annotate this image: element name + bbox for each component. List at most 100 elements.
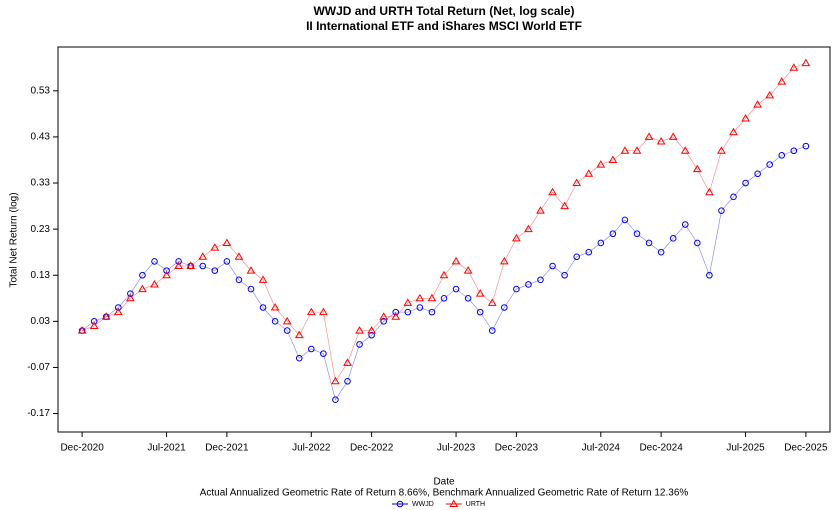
point [802,142,810,150]
point [175,258,182,265]
point [355,326,364,334]
point [331,376,340,385]
point [344,377,351,385]
point [77,326,87,334]
point [356,341,363,348]
point [632,146,642,154]
point [596,160,606,168]
note: Actual Annualized Geometric Rate of Retu… [200,488,689,499]
point [644,132,654,140]
point [501,304,508,311]
point [777,77,787,85]
point [211,267,219,274]
point [657,248,665,256]
point [306,307,316,316]
point [766,161,773,168]
point [548,187,557,196]
x-tick-label: Dec-2020 [60,443,104,454]
point [199,262,207,270]
point [717,146,726,154]
x-tick-label: Jul-2022 [292,443,331,454]
y-tick-label: 0.33 [31,178,51,189]
x-tick-label: Jul-2025 [726,443,765,454]
point [403,298,413,306]
point [753,100,762,108]
point [705,187,714,196]
point [488,327,496,334]
point [742,179,749,187]
point [668,132,678,140]
point [367,326,376,334]
point [452,285,460,293]
point [549,262,556,270]
point [258,275,268,283]
point [609,230,617,238]
point [706,271,713,279]
point [741,113,750,122]
point [223,258,231,265]
point [765,90,775,99]
point [584,169,594,177]
point [439,270,449,279]
point [499,256,509,265]
legend-label: URTH [466,501,485,508]
point [247,285,255,293]
point [235,276,243,284]
point [718,207,725,214]
plot-frame [57,46,831,433]
point [270,303,280,311]
point [415,293,425,302]
point [379,312,389,320]
point [669,235,677,242]
legend-marker [396,500,404,508]
point [573,253,580,261]
point [694,239,701,247]
point [163,267,170,274]
point [113,307,123,316]
point [778,152,786,159]
point [319,307,328,316]
chart-title: WWJD and URTH Total Return (Net, log sca… [313,4,574,18]
point [680,146,690,154]
y-tick-label: 0.03 [31,316,51,327]
point [198,252,208,260]
x-tick-label: Jul-2023 [437,443,476,454]
point [127,290,134,297]
point [308,345,315,353]
x-tick-label: Dec-2023 [495,443,539,454]
point [150,279,159,288]
point [392,308,400,316]
point [138,284,147,293]
point [391,312,401,320]
point [416,304,424,311]
point [368,331,375,339]
point [692,164,702,173]
point [89,321,99,329]
point [512,233,521,242]
point [320,350,327,357]
point [645,239,653,247]
point [282,316,292,325]
point [487,298,497,306]
series-line [81,145,806,401]
point [656,137,666,145]
point [681,221,689,228]
point [608,155,618,163]
point [186,261,196,270]
point [343,358,352,366]
point [259,304,267,311]
y-tick-label: -0.17 [27,408,50,419]
point [572,178,582,187]
point [633,230,641,238]
point [294,330,304,339]
point [428,308,436,316]
point [476,308,484,316]
point [620,146,630,154]
y-tick-label: -0.07 [27,362,50,373]
y-tick-label: 0.43 [31,132,51,143]
point [464,294,472,302]
point [561,271,568,279]
x-tick-label: Dec-2025 [784,443,828,454]
point [126,293,135,302]
